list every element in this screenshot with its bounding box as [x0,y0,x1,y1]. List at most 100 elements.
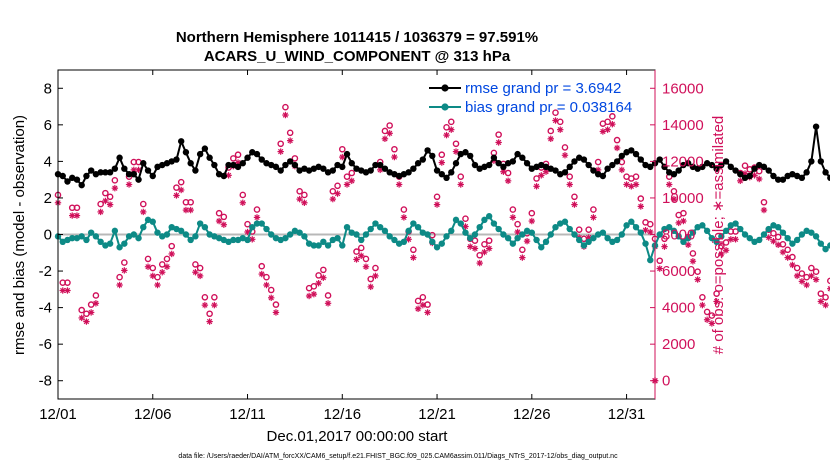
obs-assimilated-marker [301,199,308,206]
bias-point [722,227,730,235]
obs-assimilated-marker [457,181,464,188]
rmse-point [286,158,294,165]
bias-point [177,227,185,235]
obs-assimilated-marker [92,300,100,307]
rmse-point [253,150,261,158]
obs-assimilated-marker [154,281,161,289]
rmse-point [121,165,128,172]
rmse-point [760,163,768,171]
obs-assimilated-marker [618,166,626,174]
bias-point [97,238,104,246]
legend-rmse-marker [441,84,449,92]
obs-assimilated-marker [448,126,455,133]
bias-point [632,223,640,231]
obs-possible-marker [296,187,303,195]
bias-point [599,229,607,236]
bias-point [737,225,744,233]
obs-possible-marker [215,209,223,217]
bias-point [533,236,540,244]
rmse-point [83,172,90,180]
rmse-point [609,161,616,169]
rmse-point [438,170,445,178]
obs-possible-marker [116,273,123,281]
obs-assimilated-marker [703,316,711,323]
obs-possible-marker [334,182,341,190]
obs-assimilated-marker [310,290,318,298]
rmse-point [590,167,597,174]
rmse-point [812,123,820,130]
bias-point [87,229,95,236]
obs-assimilated-marker [381,135,389,142]
obs-possible-marker [244,220,251,228]
obs-assimilated-marker [73,212,81,219]
obs-assimilated-marker [296,195,303,203]
x-tick-label: 12/21 [418,406,456,423]
rmse-point [443,174,450,182]
obs-assimilated-marker [817,298,825,305]
bias-point [457,220,464,227]
rmse-point [462,149,469,156]
obs-assimilated-marker [812,276,820,283]
obs-possible-marker [386,122,393,129]
obs-assimilated-marker [201,301,209,309]
bias-point [343,223,351,231]
y-left-tick-label: 6 [44,117,52,134]
bias-point [130,231,138,238]
obs-possible-marker [732,228,739,235]
bias-point [765,225,772,233]
obs-assimilated-marker [808,272,815,280]
bias-point [433,244,441,251]
obs-assimilated-marker [694,276,701,283]
obs-assimilated-marker [334,190,341,197]
obs-possible-marker [282,103,289,111]
obs-assimilated-marker [391,153,398,161]
obs-possible-marker [689,250,697,257]
obs-assimilated-marker [443,131,450,139]
obs-assimilated-marker [684,241,692,249]
bias-point [822,245,829,253]
rmse-point [765,167,772,174]
obs-assimilated-marker [111,184,119,192]
bias-point [315,242,322,249]
bias-point [613,236,621,244]
rmse-point [234,163,242,171]
obs-possible-marker [722,239,730,246]
obs-assimilated-marker [343,181,351,188]
rmse-point [282,161,289,169]
obs-assimilated-marker [798,278,806,285]
obs-possible-marker [637,195,645,202]
obs-assimilated-marker [367,283,374,291]
rmse-point [244,154,251,161]
obs-possible-marker [177,178,185,186]
obs-assimilated-marker [495,139,502,146]
bias-point [647,256,654,264]
obs-possible-marker [78,306,85,314]
rmse-point [632,150,640,158]
rmse-point [135,176,142,183]
rmse-point [618,152,626,160]
obs-assimilated-marker [637,203,644,210]
rmse-point [144,167,152,174]
obs-possible-marker [291,155,299,162]
rmse-point [196,150,204,158]
obs-assimilated-marker [452,148,460,155]
rmse-point [552,167,559,174]
bias-point [789,240,796,247]
obs-assimilated-marker [116,281,123,289]
obs-assimilated-marker [647,228,654,236]
rmse-point [187,160,194,167]
bias-point [263,225,270,233]
obs-assimilated-marker [561,152,569,159]
bias-point [192,233,199,240]
bias-point [414,223,422,231]
obs-assimilated-marker [424,309,431,316]
obs-assimilated-marker [106,201,114,208]
obs-possible-marker [64,279,71,286]
obs-possible-marker [808,264,815,272]
obs-assimilated-marker [481,248,488,256]
obs-assimilated-marker [438,159,445,166]
y-left-tick-label: -4 [39,300,52,317]
obs-possible-marker [784,246,791,254]
y-right-axis-label: # of obs: o=possible; ∗=assimilated [710,116,727,355]
obs-possible-marker [438,151,446,159]
